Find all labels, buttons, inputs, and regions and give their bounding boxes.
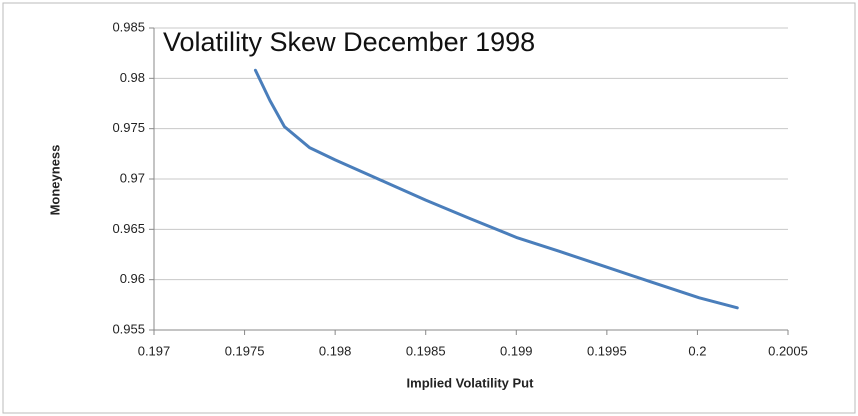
x-tick-label: 0.1985 (406, 343, 446, 358)
x-tick-label: 0.198 (319, 343, 352, 358)
x-tick-label: 0.197 (138, 343, 171, 358)
y-axis-label: Moneyness (47, 145, 62, 216)
y-tick-label: 0.965 (112, 221, 145, 236)
y-tick-label: 0.96 (120, 271, 145, 286)
x-tick-label: 0.199 (500, 343, 533, 358)
x-tick-label: 0.1995 (587, 343, 627, 358)
x-tick-label: 0.2005 (768, 343, 808, 358)
y-tick-label: 0.955 (112, 321, 145, 336)
chart-title: Volatility Skew December 1998 (163, 27, 535, 57)
y-tick-label: 0.98 (120, 70, 145, 85)
y-tick-label: 0.97 (120, 170, 145, 185)
y-tick-label: 0.975 (112, 120, 145, 135)
x-tick-label: 0.1975 (225, 343, 265, 358)
x-axis-label: Implied Volatility Put (407, 375, 535, 390)
data-line (253, 68, 739, 310)
x-tick-label: 0.2 (688, 343, 706, 358)
y-tick-label: 0.985 (112, 19, 145, 34)
